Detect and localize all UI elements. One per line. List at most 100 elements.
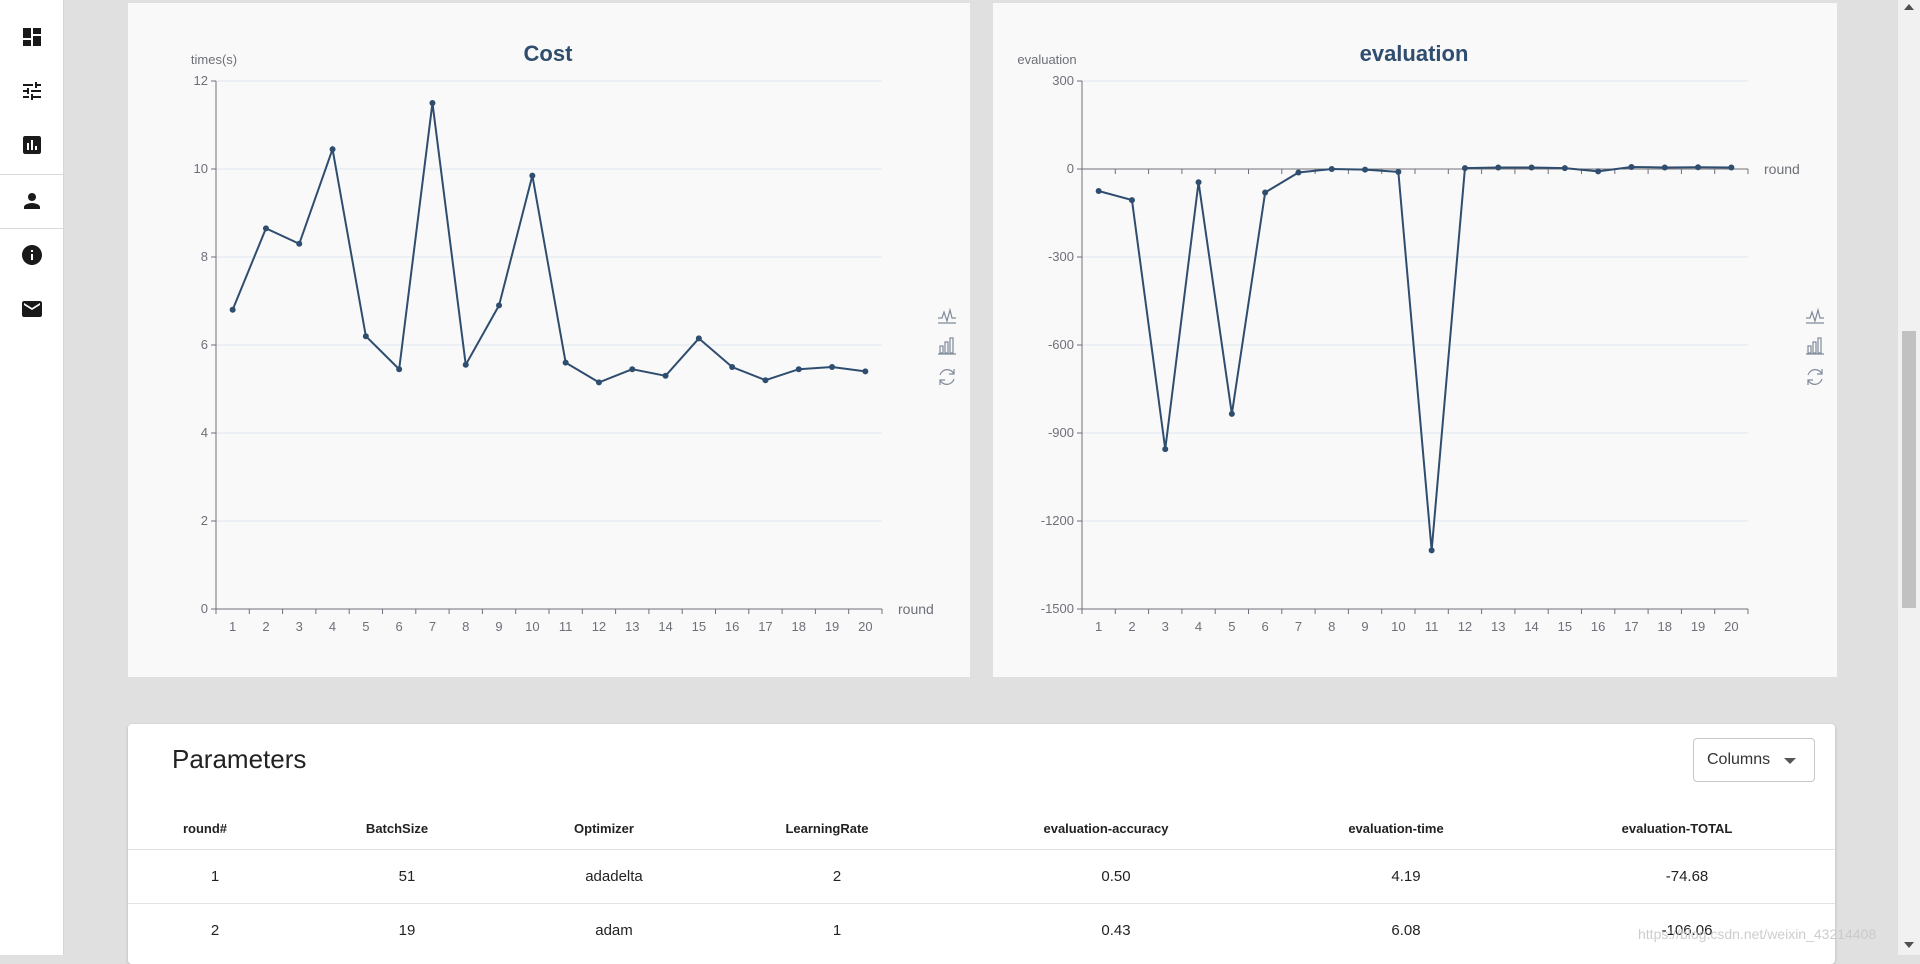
x-tick-label: 10: [525, 619, 539, 634]
columns-button-label: Columns: [1707, 751, 1771, 768]
data-point: [396, 366, 403, 373]
data-point: [1395, 168, 1402, 175]
table-row[interactable]: 2 19 adam 1 0.43 6.08 -106.06: [128, 903, 1835, 957]
data-point: [529, 172, 536, 179]
y-tick-label: -900: [1048, 425, 1074, 440]
scroll-down-icon[interactable]: [1904, 942, 1914, 948]
x-tick-label: 5: [1228, 619, 1235, 634]
column-header[interactable]: BatchSize: [365, 820, 429, 836]
x-tick-label: 12: [592, 619, 606, 634]
sidebar-item-info[interactable]: [0, 228, 63, 282]
data-point: [1128, 197, 1135, 204]
data-point: [629, 366, 636, 373]
x-tick-label: 7: [429, 619, 436, 634]
x-tick-label: 12: [1458, 619, 1472, 634]
table-cell: -106.06: [1661, 922, 1713, 939]
chart-title: Cost: [524, 41, 574, 66]
data-point: [429, 100, 436, 106]
table-cell: 6.08: [1391, 922, 1421, 939]
data-point: [1295, 169, 1302, 176]
y-tick-label: 4: [201, 425, 208, 440]
table-cell: 1: [832, 922, 842, 939]
y-tick-label: -600: [1048, 337, 1074, 352]
y-tick-label: -1500: [1041, 601, 1074, 616]
page-scrollbar[interactable]: [1898, 0, 1920, 955]
y-tick-label: 10: [194, 161, 208, 176]
column-header[interactable]: LearningRate: [785, 820, 869, 836]
line-chart-tool[interactable]: [1804, 304, 1826, 326]
column-header[interactable]: Optimizer: [574, 820, 634, 836]
table-cell: -74.68: [1665, 868, 1709, 885]
data-point: [695, 335, 702, 342]
y-tick-label: 0: [1067, 161, 1074, 176]
data-point: [1328, 166, 1335, 172]
x-tick-label: 4: [329, 619, 336, 634]
x-axis-label: round: [898, 601, 934, 617]
column-header[interactable]: evaluation-TOTAL: [1621, 820, 1733, 836]
columns-button[interactable]: Columns: [1693, 738, 1815, 782]
info-icon: [21, 245, 42, 265]
x-tick-label: 6: [396, 619, 403, 634]
data-point: [1095, 188, 1102, 194]
table-cell: 2: [210, 922, 220, 939]
series-line: [231, 102, 866, 384]
table-row[interactable]: 1 51 adadelta 2 0.50 4.19 -74.68: [128, 849, 1835, 903]
x-tick-label: 16: [725, 619, 739, 634]
table-cell: 4.19: [1391, 868, 1421, 885]
line-chart-icon: [938, 307, 956, 324]
restore-tool[interactable]: [936, 366, 958, 388]
data-point: [662, 372, 669, 379]
x-axis-label: round: [1764, 161, 1800, 177]
table-cell: adadelta: [585, 868, 643, 885]
x-tick-label: 9: [1361, 619, 1368, 634]
sidebar-item-mail[interactable]: [0, 282, 63, 336]
bar-chart-tool[interactable]: [936, 335, 958, 357]
bar-chart-tool[interactable]: [1804, 335, 1826, 357]
data-point: [1528, 164, 1535, 171]
data-point: [795, 366, 802, 373]
sidebar: [0, 0, 64, 955]
data-point: [1728, 164, 1735, 171]
column-header[interactable]: round#: [182, 820, 228, 836]
person-icon: [23, 193, 40, 209]
x-tick-label: 20: [858, 619, 872, 634]
x-tick-label: 1: [1095, 619, 1102, 634]
x-tick-label: 9: [495, 619, 502, 634]
restore-tool[interactable]: [1804, 366, 1826, 388]
x-tick-label: 2: [262, 619, 269, 634]
data-point: [296, 240, 303, 247]
data-point: [1195, 179, 1202, 186]
dashboard-icon: [22, 28, 41, 46]
x-tick-label: 13: [1491, 619, 1505, 634]
scroll-thumb[interactable]: [1902, 331, 1916, 608]
bar-chart-icon: [1806, 337, 1824, 355]
line-chart-tool[interactable]: [936, 304, 958, 326]
assessment-icon: [22, 136, 41, 154]
data-point: [1561, 165, 1568, 172]
x-tick-label: 5: [362, 619, 369, 634]
table-cell: adam: [595, 922, 633, 939]
restore-icon: [1807, 369, 1823, 385]
x-tick-label: 15: [1558, 619, 1572, 634]
y-tick-label: 0: [201, 601, 208, 616]
data-point: [362, 333, 369, 340]
x-tick-label: 2: [1128, 619, 1135, 634]
x-tick-label: 15: [692, 619, 706, 634]
data-point: [496, 302, 503, 309]
sidebar-item-assessment[interactable]: [0, 118, 63, 172]
series-line: [1098, 165, 1732, 551]
x-tick-label: 4: [1195, 619, 1202, 634]
evaluation-chart-card: -1500 -1200 -900 -600 -300 0 300 1 2 3 4 5 6 7 8 9 10 11 1…: [993, 3, 1837, 677]
data-point: [229, 306, 236, 313]
tune-icon: [22, 82, 41, 100]
sidebar-item-person[interactable]: [0, 174, 63, 228]
data-point: [1228, 410, 1235, 417]
scroll-up-icon[interactable]: [1904, 4, 1914, 10]
column-header[interactable]: evaluation-time: [1348, 820, 1444, 836]
data-point: [562, 359, 569, 366]
column-header[interactable]: evaluation-accuracy: [1043, 820, 1169, 836]
x-tick-label: 14: [658, 619, 672, 634]
sidebar-item-dashboard[interactable]: [0, 10, 63, 64]
sidebar-item-tune[interactable]: [0, 64, 63, 118]
